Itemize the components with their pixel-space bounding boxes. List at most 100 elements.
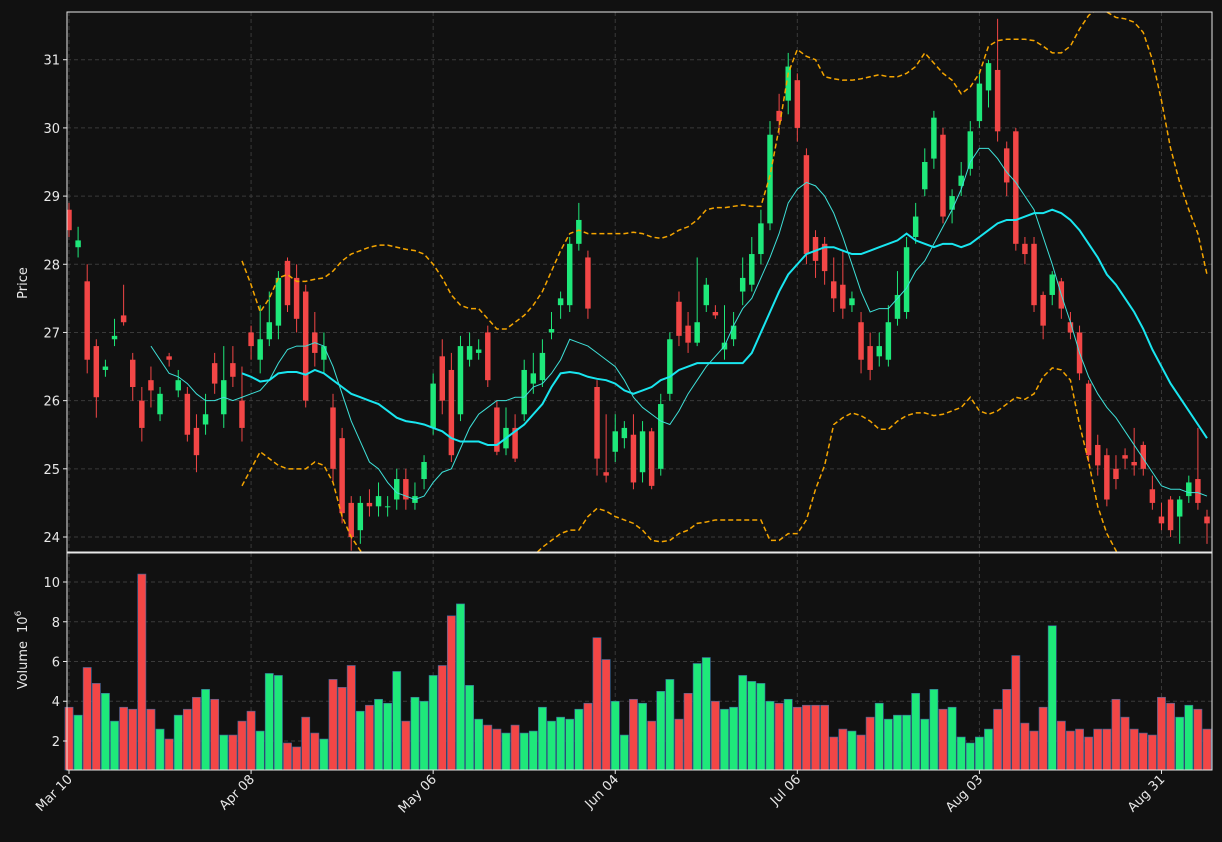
volume-bar	[1166, 702, 1175, 771]
candle-body	[384, 506, 391, 508]
candle-body	[1149, 489, 1156, 503]
y-tick-label: 28	[43, 258, 60, 273]
candle-body	[1113, 468, 1119, 480]
volume-bar	[920, 718, 930, 771]
volume-bar	[146, 708, 156, 771]
candle-body	[1176, 499, 1183, 517]
candle-body	[912, 216, 919, 237]
candle-body	[557, 298, 564, 306]
candle-body	[230, 363, 236, 377]
volume-bar	[583, 702, 593, 771]
candle-body	[876, 346, 882, 357]
candle-body	[566, 243, 573, 306]
candle-body	[521, 369, 527, 415]
volume-bar	[1129, 728, 1139, 771]
candle-body	[348, 502, 354, 537]
volume-bar	[192, 696, 201, 771]
volume-bar	[601, 659, 611, 771]
volume-bar	[647, 720, 657, 771]
y-tick-label: 2	[52, 735, 60, 750]
y-tick-label: 4	[52, 695, 60, 710]
volume-bar	[1120, 716, 1130, 771]
candle-body	[612, 431, 618, 452]
candle-body	[1013, 131, 1019, 244]
candle-body	[120, 315, 127, 323]
candle-body	[576, 219, 582, 244]
candle-body	[958, 175, 964, 186]
candle-body	[430, 383, 436, 428]
volume-bar	[984, 728, 993, 771]
candle-body	[1195, 479, 1201, 503]
candle-body	[239, 400, 245, 428]
candle-body	[439, 356, 445, 401]
candle-body	[512, 427, 518, 459]
candle-body	[703, 284, 710, 306]
candle-body	[1186, 482, 1192, 497]
candle-body	[184, 393, 191, 435]
candle-body	[1003, 148, 1010, 183]
volume-bar	[319, 738, 329, 771]
candle-body	[967, 131, 974, 169]
candle-body	[1131, 462, 1137, 466]
candle-body	[321, 346, 327, 360]
volume-bar	[164, 738, 174, 771]
candle-body	[1049, 274, 1055, 295]
volume-bar	[528, 730, 538, 771]
volume-bar	[246, 710, 256, 771]
volume-scale-exponent: 6	[14, 610, 24, 616]
volume-bar	[337, 687, 347, 771]
candle-body	[867, 346, 873, 370]
candle-body	[530, 373, 537, 384]
overlay-line	[241, 208, 1208, 446]
x-tick-label: Aug 03	[943, 772, 986, 815]
candle-body	[694, 322, 700, 343]
volume-bar	[1038, 706, 1048, 771]
volume-bar	[883, 718, 893, 771]
volume-bar	[783, 698, 793, 771]
volume-bar	[219, 734, 229, 771]
candle-body	[1122, 455, 1128, 459]
overlay-line	[150, 147, 1208, 501]
y-tick-label: 10	[43, 576, 60, 591]
candle-body	[67, 209, 72, 231]
candle-body	[621, 427, 628, 439]
candle-body	[166, 356, 172, 360]
candle-body	[403, 479, 409, 500]
volume-bar	[483, 724, 493, 771]
volume-bar	[665, 679, 675, 771]
candle-body	[885, 322, 892, 360]
volume-bar	[401, 720, 411, 771]
candle-body	[339, 438, 345, 514]
y-tick-label: 27	[43, 326, 60, 341]
candle-body	[1158, 516, 1165, 524]
candle-body	[785, 66, 791, 101]
candle-body	[293, 277, 300, 319]
volume-bar	[91, 683, 101, 771]
volume-bar	[856, 734, 866, 771]
volume-bar	[428, 675, 438, 771]
candle-body	[749, 254, 755, 285]
candle-body	[1067, 322, 1074, 333]
y-tick-label: 6	[52, 656, 60, 671]
volume-bar	[774, 702, 784, 771]
candle-body	[730, 325, 737, 340]
volume-bar	[237, 720, 247, 771]
volume-bar	[975, 736, 984, 771]
volume-bar	[1047, 625, 1057, 771]
candle-body	[648, 431, 655, 486]
volume-bar	[811, 704, 820, 771]
candle-body	[849, 298, 855, 306]
volume-bar	[283, 742, 292, 771]
candle-body	[739, 277, 746, 292]
volume-bar	[747, 681, 757, 771]
volume-bar	[173, 714, 183, 771]
volume-bar	[137, 573, 147, 771]
volume-bar	[273, 675, 283, 771]
volume-bar	[1020, 722, 1030, 771]
candle-body	[330, 407, 336, 469]
volume-bar	[374, 698, 383, 771]
candle-body	[421, 462, 427, 480]
volume-bar	[893, 714, 902, 771]
volume-bar	[802, 704, 811, 771]
